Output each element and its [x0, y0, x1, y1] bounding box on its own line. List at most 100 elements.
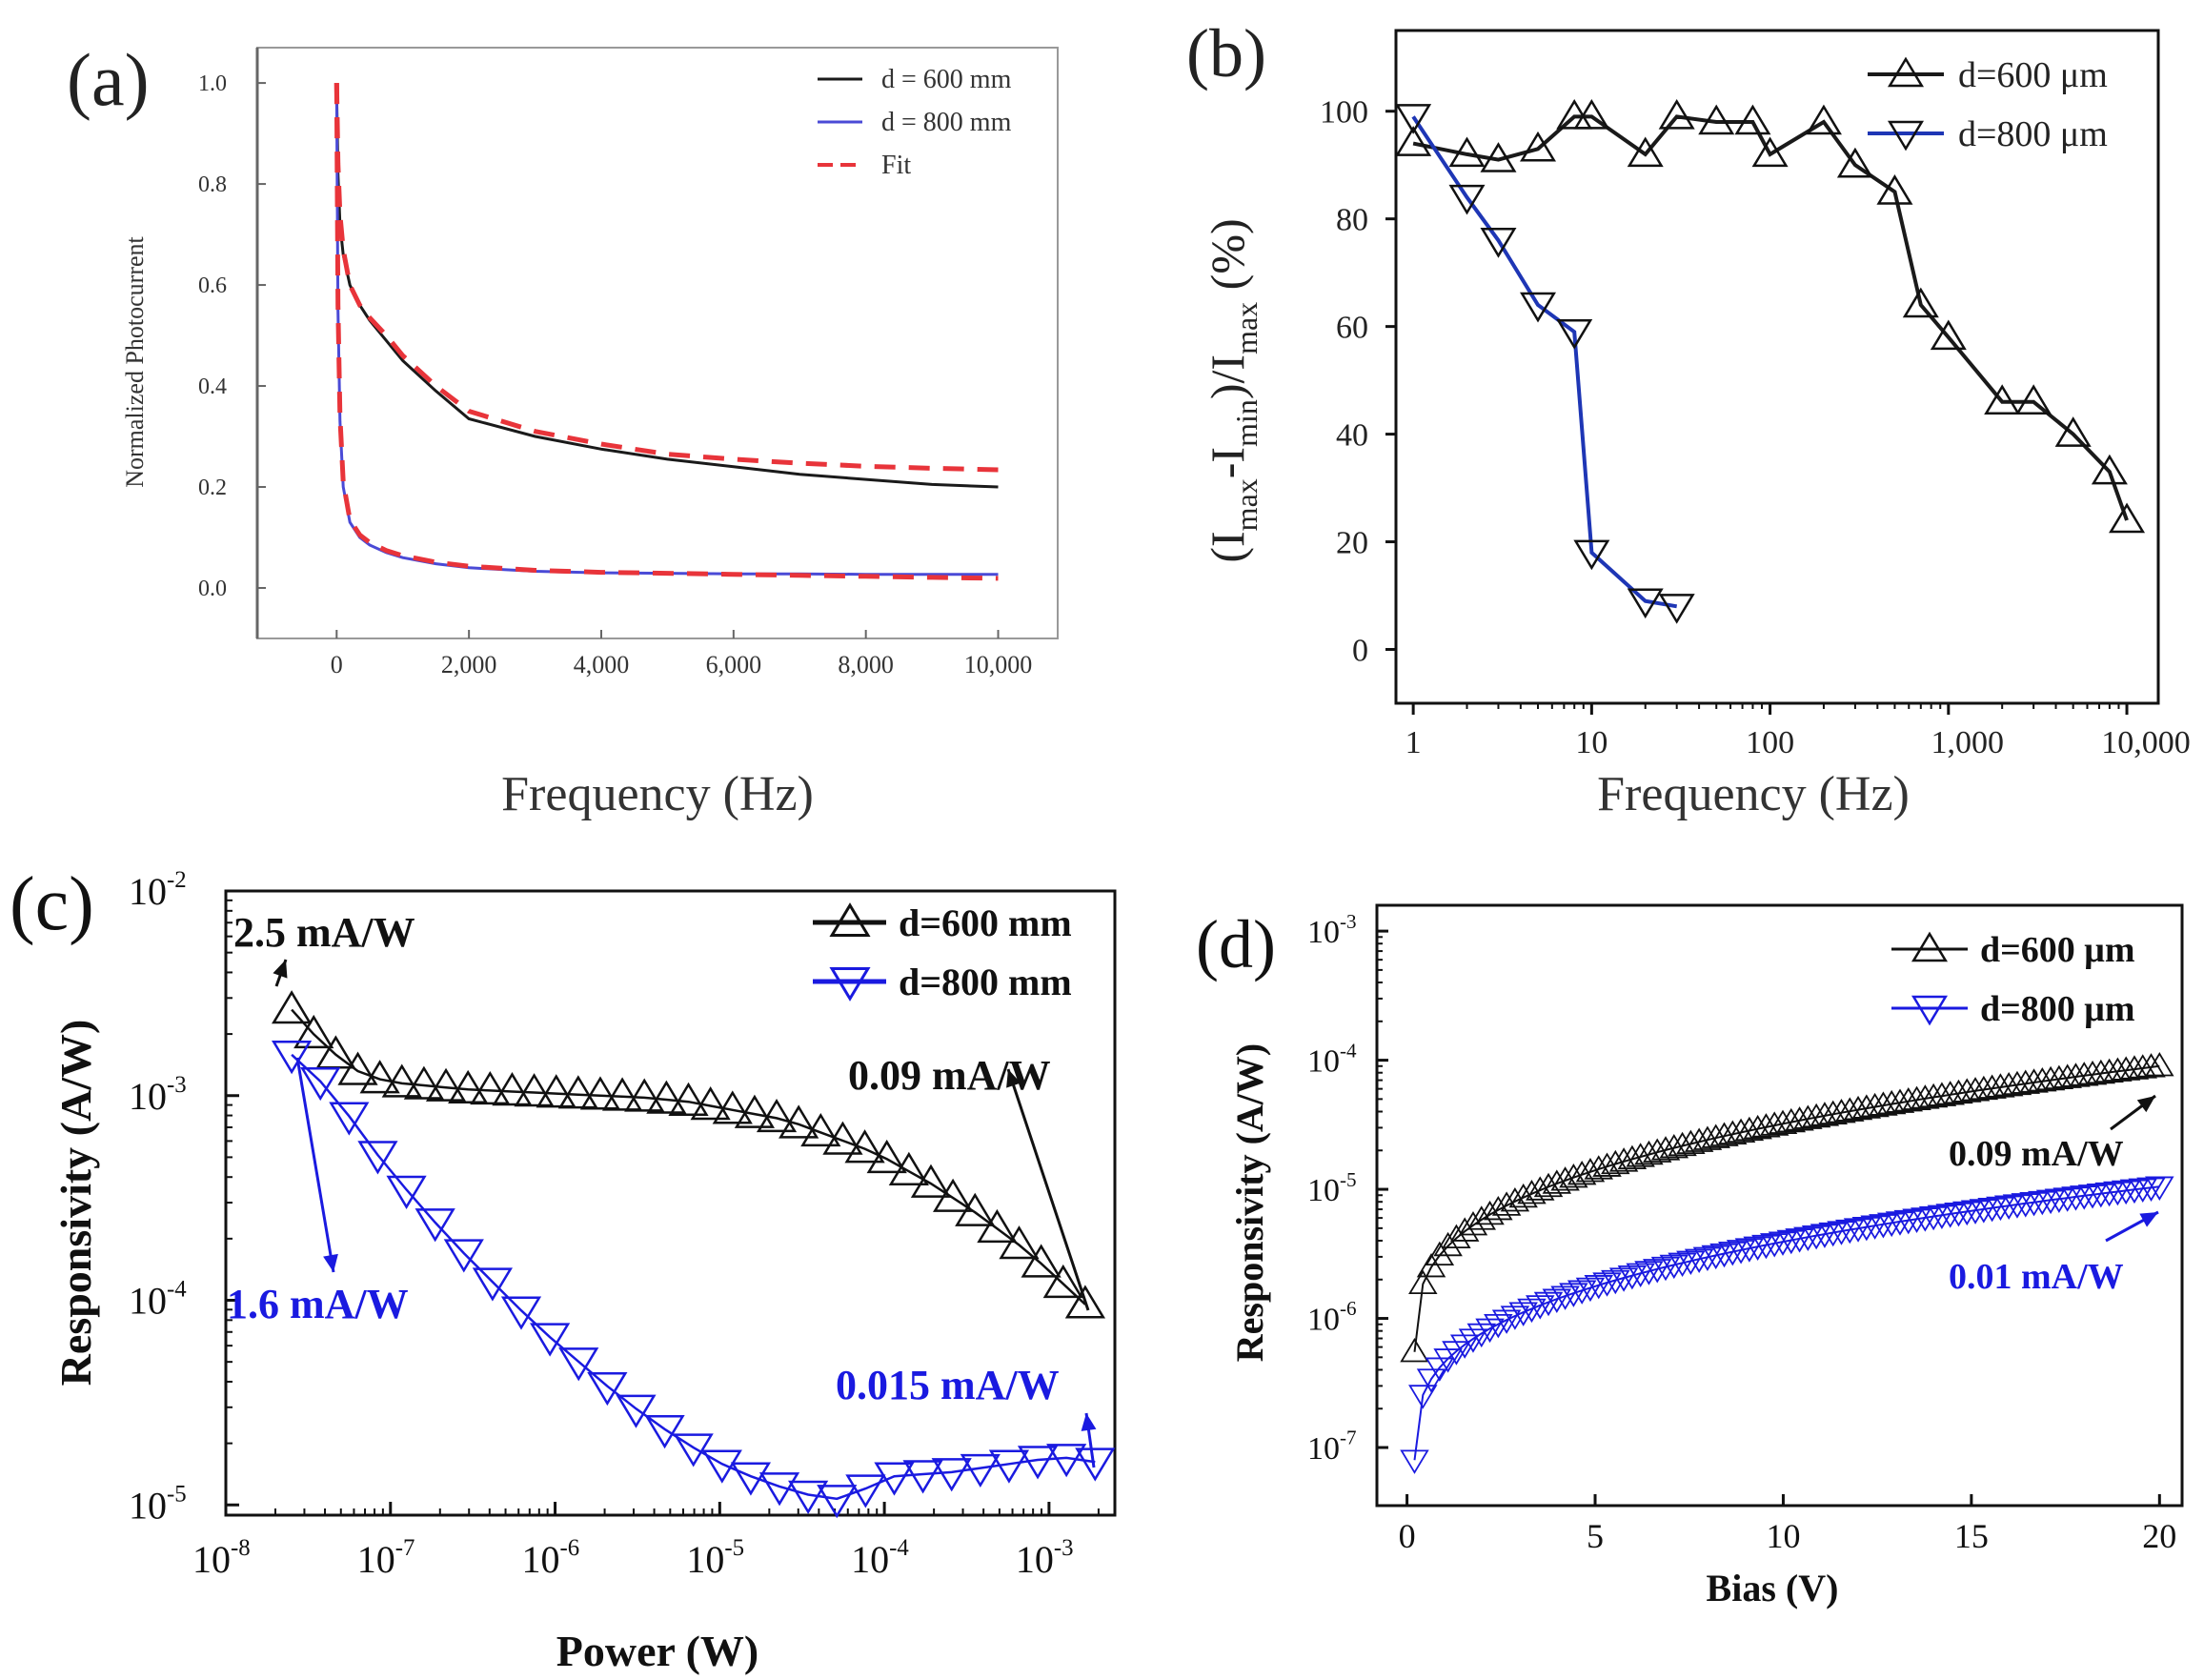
data-point [1542, 1288, 1572, 1313]
legend-label: d=800 μm [1958, 114, 2108, 154]
data-point [2128, 1178, 2157, 1204]
x-tick-label: 10-6 [522, 1535, 580, 1581]
data-point [1876, 1212, 1907, 1238]
data-point [587, 1371, 628, 1407]
data-point [1701, 1245, 1730, 1270]
y-tick-label: 10-4 [1307, 1039, 1357, 1079]
legend-label: d=800 μm [1980, 989, 2134, 1029]
data-point [2061, 1186, 2091, 1211]
data-point [1977, 1197, 2007, 1223]
panel-label-b: (b) [1186, 15, 1266, 91]
data-point [2015, 384, 2052, 415]
panel-a-series [334, 83, 999, 581]
panel-b-x-label: Frequency (Hz) [1597, 767, 1910, 821]
data-point [1768, 1231, 1798, 1256]
data-point [1701, 1123, 1730, 1148]
x-tick-label: 4,000 [574, 651, 630, 678]
data-point [2077, 1060, 2108, 1085]
data-point [1751, 1234, 1781, 1260]
data-point [2119, 1055, 2150, 1080]
data-point [1734, 1238, 1765, 1263]
data-point [1519, 131, 1557, 162]
annotation-arrow-head [273, 960, 288, 979]
panel-c: (c) 10-510-410-310-2 10-8 10-7 10-6 10-5 10-… [10, 862, 1117, 1675]
data-point [386, 1175, 427, 1209]
legend-label: Fit [881, 151, 911, 180]
data-point [1836, 147, 1873, 178]
panel-c-legend: d=600 mm d=800 mm [813, 901, 1072, 1003]
data-point [2086, 1059, 2116, 1084]
series-line-2 [334, 83, 999, 473]
data-point [1559, 1283, 1588, 1307]
data-point [472, 1267, 514, 1302]
data-point [1668, 1252, 1697, 1278]
y-tick-label: 10-5 [129, 1481, 187, 1527]
data-point [2070, 1185, 2099, 1210]
panel-b-x-ticks: 1 10 100 1,000 10,000 [1405, 703, 2191, 760]
data-point [1668, 1131, 1697, 1157]
panel-c-x-label: Power (W) [556, 1627, 758, 1675]
y-tick-label: 100 [1320, 95, 1368, 131]
data-point [1466, 1323, 1497, 1348]
data-point [1416, 1368, 1446, 1393]
data-point [1650, 1136, 1681, 1161]
data-point [1801, 1103, 1831, 1128]
data-point [1433, 1231, 1463, 1257]
legend-marker [829, 902, 871, 937]
series-line-1 [1413, 1185, 2160, 1461]
data-point [2044, 1188, 2074, 1213]
data-point [931, 1458, 972, 1492]
data-point [1575, 1277, 1606, 1303]
data-point [910, 1164, 952, 1198]
data-point [1843, 1095, 1873, 1121]
data-point [1650, 1256, 1681, 1282]
data-point [1918, 1205, 1949, 1231]
annotation-arrow-head [1081, 1413, 1097, 1431]
data-point [2002, 1070, 2032, 1096]
annotation-label: 0.09 mA/W [848, 1052, 1051, 1099]
data-point [470, 1070, 511, 1105]
panel-c-y-ticks: 10-5 10-4 10-3 10-2 [129, 867, 239, 1527]
data-point [701, 1449, 742, 1484]
x-tick-label: 20 [2142, 1517, 2176, 1555]
data-point [1986, 1073, 2015, 1098]
data-point [1475, 1318, 1505, 1344]
data-point [1751, 1113, 1781, 1138]
data-point [1805, 104, 1842, 135]
legend-label: d = 600 mm [881, 65, 1012, 94]
data-point [1718, 1120, 1748, 1144]
data-point [2028, 1067, 2057, 1092]
x-tick-label: 6,000 [706, 651, 762, 678]
data-point [1743, 1114, 1772, 1140]
data-point [1491, 1309, 1522, 1334]
data-point [448, 1069, 489, 1104]
data-point [1827, 1221, 1856, 1245]
data-point [1526, 1295, 1555, 1320]
panel-d-x-ticks: 0 5 10 15 20 [1399, 1494, 2176, 1555]
data-point [2019, 1192, 2049, 1217]
data-point [2035, 1065, 2066, 1091]
annotation-label: 2.5 mA/W [233, 909, 415, 956]
series-line-0 [291, 1008, 1086, 1306]
legend-label: d=800 mm [899, 961, 1072, 1003]
x-tick-label: 10,000 [964, 651, 1033, 678]
data-point [1776, 1229, 1807, 1255]
data-point [1658, 594, 1695, 624]
data-point [403, 1065, 445, 1100]
y-tick-label: 10-3 [1307, 910, 1357, 950]
data-point [1768, 1109, 1798, 1134]
data-point [1395, 104, 1432, 134]
data-point [500, 1296, 542, 1330]
data-point [1902, 287, 1939, 318]
data-point [492, 1072, 533, 1106]
data-point [2111, 1056, 2141, 1081]
x-tick-label: 8,000 [838, 651, 894, 678]
data-point [1480, 228, 1517, 258]
data-point [1993, 1195, 2024, 1220]
annotation-arrow-head [2139, 1212, 2158, 1227]
data-point [1969, 1199, 1999, 1224]
data-point [1692, 1125, 1723, 1150]
data-point [2011, 1193, 2040, 1218]
data-point [1659, 1133, 1689, 1159]
